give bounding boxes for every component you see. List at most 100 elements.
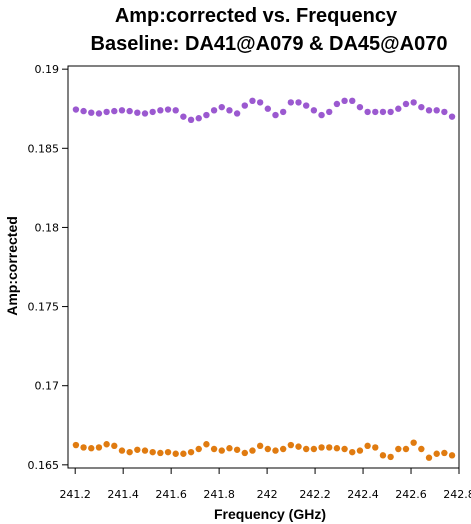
data-point-series-1 xyxy=(203,111,210,119)
data-point-series-2 xyxy=(241,449,248,457)
data-point-series-1 xyxy=(272,111,279,119)
data-point-series-1 xyxy=(226,107,233,114)
data-point-series-1 xyxy=(433,107,440,114)
data-point-series-2 xyxy=(157,449,164,457)
data-point-series-1 xyxy=(310,107,318,114)
x-tick-label: 242 xyxy=(257,488,278,501)
data-point-series-1 xyxy=(318,111,325,119)
data-point-series-1 xyxy=(164,106,172,113)
x-axis: 241.2 241.4 241.6 241.8 242 242.2 242.4 242.6 24… xyxy=(59,468,471,501)
data-point-series-2 xyxy=(233,446,241,453)
data-point-series-1 xyxy=(241,102,248,109)
data-point-series-2 xyxy=(295,443,302,450)
data-point-series-2 xyxy=(256,442,264,450)
x-tick-label: 242.2 xyxy=(299,488,331,501)
data-point-series-2 xyxy=(372,444,379,451)
data-point-series-1 xyxy=(379,108,387,116)
x-axis-label: Frequency (GHz) xyxy=(214,506,326,522)
data-point-series-2 xyxy=(195,445,202,453)
data-point-series-1 xyxy=(218,103,225,111)
data-point-series-1 xyxy=(441,108,448,116)
data-point-series-1 xyxy=(249,97,256,105)
x-tick-label: 241.2 xyxy=(59,488,91,501)
data-point-series-2 xyxy=(226,445,233,452)
data-point-series-2 xyxy=(279,445,287,453)
data-point-series-2 xyxy=(318,444,325,451)
data-point-series-2 xyxy=(364,442,371,450)
y-axis-label: Amp:corrected xyxy=(4,216,20,316)
data-point-series-1 xyxy=(195,115,202,122)
data-point-series-2 xyxy=(218,447,225,454)
data-point-series-1 xyxy=(88,109,95,116)
data-point-series-1 xyxy=(326,108,333,116)
data-point-series-1 xyxy=(103,108,110,116)
data-point-series-1 xyxy=(126,107,133,115)
data-point-series-2 xyxy=(210,445,218,453)
data-point-series-1 xyxy=(72,106,80,113)
x-tick-label: 241.4 xyxy=(107,488,139,501)
data-point-series-2 xyxy=(395,445,402,453)
data-point-series-1 xyxy=(233,110,241,117)
data-point-series-1 xyxy=(210,107,218,114)
data-point-series-2 xyxy=(172,450,179,457)
data-point-series-2 xyxy=(187,448,195,456)
data-point-series-2 xyxy=(149,448,156,456)
data-point-series-2 xyxy=(103,441,110,448)
y-tick-label: 0.165 xyxy=(28,459,60,472)
chart-title: Amp:corrected vs. Frequency xyxy=(115,5,398,27)
data-point-series-2 xyxy=(111,442,118,450)
x-tick-label: 241.8 xyxy=(203,488,235,501)
data-point-series-2 xyxy=(387,453,394,461)
data-point-series-2 xyxy=(180,450,187,457)
data-point-series-2 xyxy=(203,441,210,448)
y-tick-label: 0.185 xyxy=(28,142,60,155)
data-point-series-2 xyxy=(118,447,126,454)
y-tick-label: 0.175 xyxy=(28,301,60,314)
chart-subtitle: Baseline: DA41@A079 & DA45@A070 xyxy=(91,33,448,55)
data-point-series-2 xyxy=(402,445,410,453)
data-point-series-2 xyxy=(272,447,279,454)
data-point-series-2 xyxy=(410,439,417,446)
data-point-series-1 xyxy=(333,100,341,108)
plot-frame xyxy=(67,65,460,469)
y-tick-label: 0.17 xyxy=(35,380,60,393)
data-point-series-1 xyxy=(149,108,156,116)
data-point-series-2 xyxy=(341,445,348,453)
data-point-series-1 xyxy=(395,105,402,112)
data-point-series-1 xyxy=(349,97,356,105)
data-point-series-1 xyxy=(180,113,187,120)
x-tick-label: 242.8 xyxy=(443,488,471,501)
data-point-series-1 xyxy=(80,107,87,115)
data-point-series-2 xyxy=(126,448,133,456)
data-point-series-2 xyxy=(249,447,256,454)
data-point-series-2 xyxy=(418,445,425,453)
data-point-series-2 xyxy=(164,448,172,456)
data-point-series-2 xyxy=(441,449,448,457)
data-point-series-2 xyxy=(88,445,95,452)
data-point-series-1 xyxy=(287,99,295,106)
data-point-series-1 xyxy=(418,103,425,111)
data-point-series-2 xyxy=(302,445,310,453)
data-point-series-1 xyxy=(387,108,394,116)
data-point-series-1 xyxy=(134,109,141,116)
data-point-series-1 xyxy=(364,108,371,116)
data-point-series-1 xyxy=(264,105,272,112)
data-point-series-2 xyxy=(80,444,87,451)
data-point-series-1 xyxy=(356,103,364,111)
data-point-series-2 xyxy=(141,447,149,454)
data-point-series-2 xyxy=(356,447,364,454)
data-point-series-1 xyxy=(95,110,103,117)
data-point-series-2 xyxy=(448,452,456,459)
data-point-series-2 xyxy=(287,441,295,449)
data-point-series-2 xyxy=(72,441,80,449)
data-point-series-1 xyxy=(295,99,302,106)
data-point-series-2 xyxy=(95,444,103,451)
data-point-series-1 xyxy=(341,97,348,105)
data-point-series-2 xyxy=(379,452,387,459)
y-tick-label: 0.18 xyxy=(35,221,60,234)
data-point-series-2 xyxy=(134,446,141,453)
data-point-series-1 xyxy=(372,108,379,116)
data-point-series-1 xyxy=(425,107,433,114)
x-tick-label: 242.4 xyxy=(347,488,379,501)
